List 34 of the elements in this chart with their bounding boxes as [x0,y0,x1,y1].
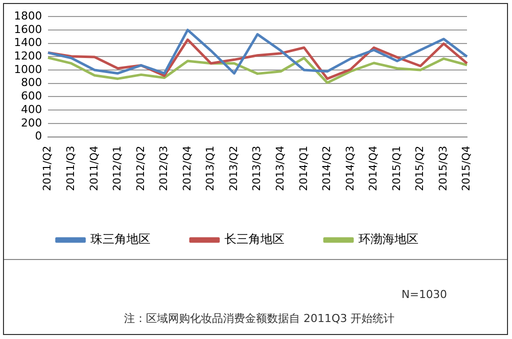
y-tick-label: 1600 [14,22,42,36]
x-tick-label: 2014/Q4 [368,145,380,192]
x-tick-label: 2013/Q2 [228,146,240,192]
y-tick-label: 200 [20,116,42,130]
y-tick-label: 1400 [14,36,42,50]
x-tick-label: 2015/Q4 [460,145,473,192]
x-tick-label: 2013/Q4 [274,145,287,192]
x-tick-label: 2014/Q2 [321,146,334,192]
x-tick-label: 2013/Q3 [251,146,264,192]
text: N=1030 [402,288,447,301]
x-tick-label: 2014/Q1 [298,146,310,192]
x-tick-label: 2012/Q1 [112,146,124,192]
x-tick-label: 2015/Q1 [390,146,403,192]
x-tick-label: 2011/Q3 [65,146,78,192]
legend-label: 珠三角地区 [90,232,150,246]
x-tick-label: 2011/Q2 [42,146,54,192]
y-tick-label: 1800 [14,9,42,22]
legend-label: 长三角地区 [224,232,284,246]
x-tick-label: 2015/Q3 [437,146,450,192]
y-tick-label: 400 [20,102,42,116]
y-tick-label: 0 [34,130,42,143]
y-tick-label: 800 [20,76,42,90]
x-tick-label: 2015/Q2 [414,146,426,192]
y-tick-label: 1000 [14,62,42,76]
x-tick-label: 2012/Q4 [181,145,194,192]
x-tick-label: 2012/Q2 [134,146,147,192]
y-tick-label: 600 [20,90,42,103]
text: 注：区域网购化妆品消费金额数据自 2011Q3 开始统计 [124,311,395,326]
x-tick-label: 2012/Q3 [158,146,170,192]
x-tick-label: 2013/Q1 [204,146,217,192]
y-tick-label: 1200 [14,50,42,63]
x-tick-label: 2014/Q3 [344,146,356,192]
legend-label: 环渤海地区 [358,232,418,246]
x-tick-label: 2011/Q4 [88,145,100,192]
